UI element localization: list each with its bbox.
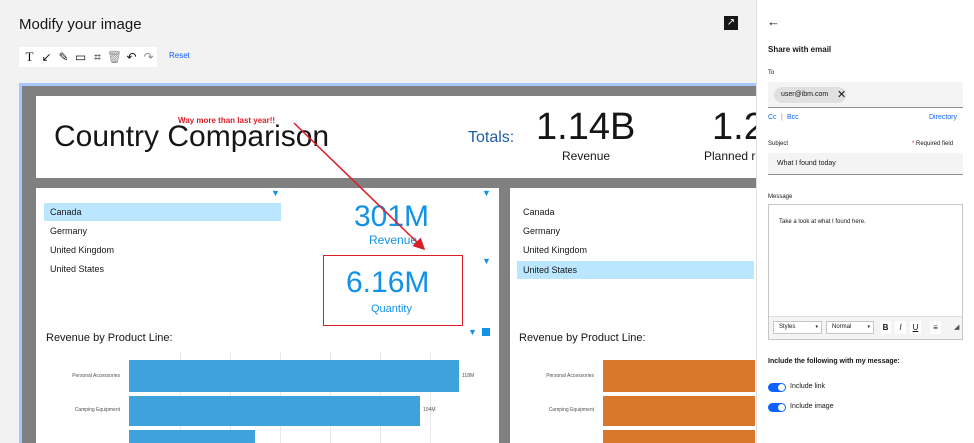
to-label: To [768,70,775,76]
bar-label: Personal Accessories [72,373,120,379]
bar-value-label: 104M [423,407,436,413]
bar-label: Personal Accessories [546,373,594,379]
expand-icon[interactable]: ↗ [724,16,738,30]
filter-icon[interactable]: ▼ [468,327,477,337]
resize-handle-icon[interactable]: ◢ [954,324,960,331]
subject-label: Subject [768,141,789,147]
gridline [430,352,431,443]
chart-title-left: Revenue by Product Line: [46,332,173,344]
arrow-tool-icon[interactable]: ↙ [41,50,52,64]
directory-link[interactable]: Directory [929,114,958,121]
list-icon[interactable]: ≡ [930,321,941,334]
bar-value-label: 118M [462,373,475,379]
annotation-rectangle [323,255,463,326]
bar[interactable] [129,396,420,426]
bar[interactable] [603,430,755,443]
to-field[interactable] [768,82,963,108]
country-item-uk-left[interactable]: United Kingdom [50,245,115,255]
subject-input[interactable]: What I found today [768,153,963,175]
country-item-canada-right[interactable]: Canada [523,207,555,217]
country-item-germany-right[interactable]: Germany [523,226,561,236]
kpi-revenue-label: Revenue [369,233,418,247]
bold-icon[interactable]: B [880,321,891,334]
delete-tool-icon[interactable]: 🗑 [106,50,123,64]
dashboard-header [36,96,776,178]
bar[interactable] [603,396,755,426]
include-link-label: Include link [790,383,826,390]
required-field-label: Required field [916,141,954,147]
kpi-quantity-value: 6.16M [346,266,430,299]
format-dropdown[interactable]: Normal ▾ [826,321,874,334]
dashboard-title: Country Comparison [54,120,330,153]
chevron-down-icon: ▾ [867,324,870,330]
include-title: Include the following with my message: [768,358,900,365]
chevron-down-icon: ▾ [815,324,818,330]
italic-icon[interactable]: I [895,321,906,334]
totals-label: Totals: [468,129,515,146]
separator: | [781,114,783,121]
filter-icon[interactable]: ▼ [271,188,280,198]
filter-icon[interactable]: ▼ [482,256,491,266]
include-image-toggle[interactable] [768,403,786,412]
styles-label: Styles [779,324,796,330]
filter-icon[interactable]: ▼ [482,188,491,198]
bar-label: Camping Equipment [74,407,120,413]
required-field-note: * Required field [912,141,954,147]
country-item-uk-right[interactable]: United Kingdom [523,245,588,255]
bcc-link[interactable]: Bcc [787,114,799,121]
total-revenue-label: Revenue [562,149,611,163]
underline-icon[interactable]: U [910,321,921,334]
include-link-toggle[interactable] [768,383,786,392]
rectangle-tool-icon[interactable]: ▭ [74,50,87,64]
message-label: Message [768,194,793,200]
message-text: Take a look at what I found here. [779,219,866,225]
drawing-toolbar: T ↙ ✎ ▭ ⌗ 🗑 ↶ ↷ [19,47,157,67]
country-item-germany-left[interactable]: Germany [50,226,88,236]
pen-tool-icon[interactable]: ✎ [58,50,69,64]
styles-dropdown[interactable]: Styles ▾ [773,321,822,334]
crop-tool-icon[interactable]: ⌗ [94,49,101,64]
redo-icon[interactable]: ↷ [143,50,154,64]
share-title: Share with email [768,45,832,54]
bar-label: Camping Equipment [548,407,594,413]
bar[interactable] [129,360,459,392]
include-image-label: Include image [790,403,834,410]
kpi-quantity-label: Quantity [371,303,412,315]
format-label: Normal [832,324,852,330]
close-icon[interactable]: ✕ [837,89,847,101]
text-tool-icon[interactable]: T [25,49,34,64]
reset-link[interactable]: Reset [169,51,190,60]
chart-title-right: Revenue by Product Line: [519,332,646,344]
page-title: Modify your image [19,16,142,33]
country-item-us-left[interactable]: United States [50,264,105,274]
bar[interactable] [129,430,255,443]
country-item-canada-left[interactable]: Canada [44,203,281,221]
country-item-us-right[interactable]: United States [517,261,754,279]
total-planned-label: Planned r [704,149,756,163]
annotation-text: Way more than last year!! [178,116,276,125]
undo-icon[interactable]: ↶ [126,50,137,64]
bar[interactable] [603,360,755,392]
recipient-tag: user@ibm.com [774,87,847,103]
cc-link[interactable]: Cc [768,114,777,121]
back-arrow-icon[interactable]: ← [767,14,780,29]
total-revenue: 1.14B [536,106,636,148]
info-icon[interactable] [482,328,490,336]
